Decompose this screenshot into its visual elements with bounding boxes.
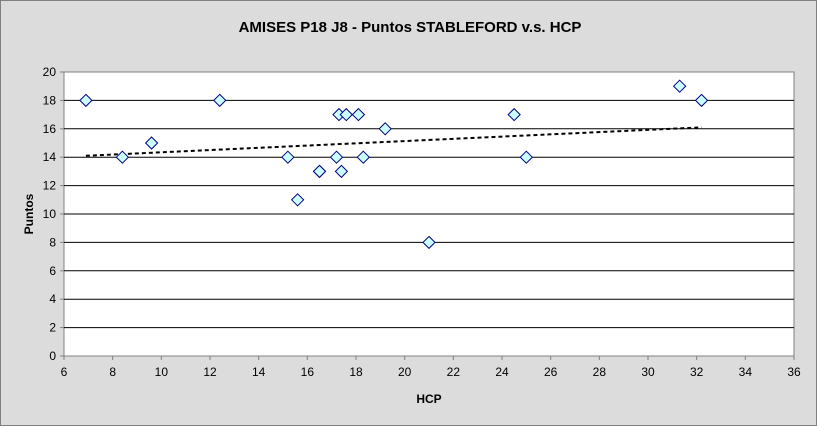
x-tick-label: 24 (495, 365, 509, 379)
data-point (281, 150, 295, 164)
data-point (79, 93, 93, 108)
x-axis-title: HCP (416, 392, 441, 406)
chart-title: AMISES P18 J8 - Puntos STABLEFORD v.s. H… (239, 19, 582, 36)
y-tick-label: 0 (49, 349, 56, 363)
data-point (694, 93, 709, 108)
y-tick-label: 20 (43, 65, 57, 79)
grid-lines (60, 71, 795, 360)
x-tick-label: 30 (641, 365, 655, 379)
trendline (85, 126, 702, 157)
data-point (290, 193, 305, 207)
data-point (519, 150, 534, 164)
trendline-group (85, 126, 702, 157)
data-point (356, 150, 371, 164)
y-tick-label: 10 (43, 207, 57, 221)
data-point (144, 136, 159, 150)
data-points (79, 79, 709, 250)
data-point (213, 93, 227, 108)
x-tick-label: 22 (447, 365, 461, 379)
x-tick-label: 34 (739, 365, 753, 379)
data-point (329, 150, 344, 164)
y-tick-label: 12 (43, 179, 57, 193)
y-axis-title: Puntos (22, 193, 36, 234)
data-point (115, 150, 130, 164)
data-point (334, 164, 349, 179)
x-tick-labels: 6 8 10 12 14 16 18 20 22 24 26 28 30 32 34 36 (61, 365, 801, 379)
y-tick-label: 6 (49, 264, 56, 278)
x-tick-label: 32 (690, 365, 704, 379)
data-point (312, 164, 327, 179)
y-tick-label: 2 (49, 321, 56, 335)
y-tick-label: 16 (43, 122, 57, 136)
x-tick-label: 36 (787, 365, 801, 379)
x-tick-label: 12 (203, 365, 217, 379)
y-tick-label: 18 (43, 93, 57, 107)
data-point (422, 235, 436, 250)
x-tick-label: 10 (155, 365, 169, 379)
data-point (672, 79, 687, 93)
x-tick-label: 18 (349, 365, 363, 379)
x-tick-label: 16 (301, 365, 315, 379)
data-point (351, 107, 366, 122)
data-point (507, 107, 521, 122)
x-tick-label: 28 (593, 365, 607, 379)
x-tick-label: 14 (252, 365, 266, 379)
x-tick-label: 20 (398, 365, 412, 379)
y-tick-label: 4 (49, 292, 56, 306)
y-tick-labels: 0 2 4 6 8 10 12 14 16 18 20 (43, 65, 57, 363)
y-tick-label: 8 (49, 235, 56, 249)
x-tick-label: 6 (61, 365, 68, 379)
y-tick-label: 14 (43, 150, 57, 164)
data-point (339, 107, 353, 122)
data-point (378, 122, 392, 136)
x-tick-label: 8 (109, 365, 116, 379)
x-tick-label: 26 (544, 365, 558, 379)
